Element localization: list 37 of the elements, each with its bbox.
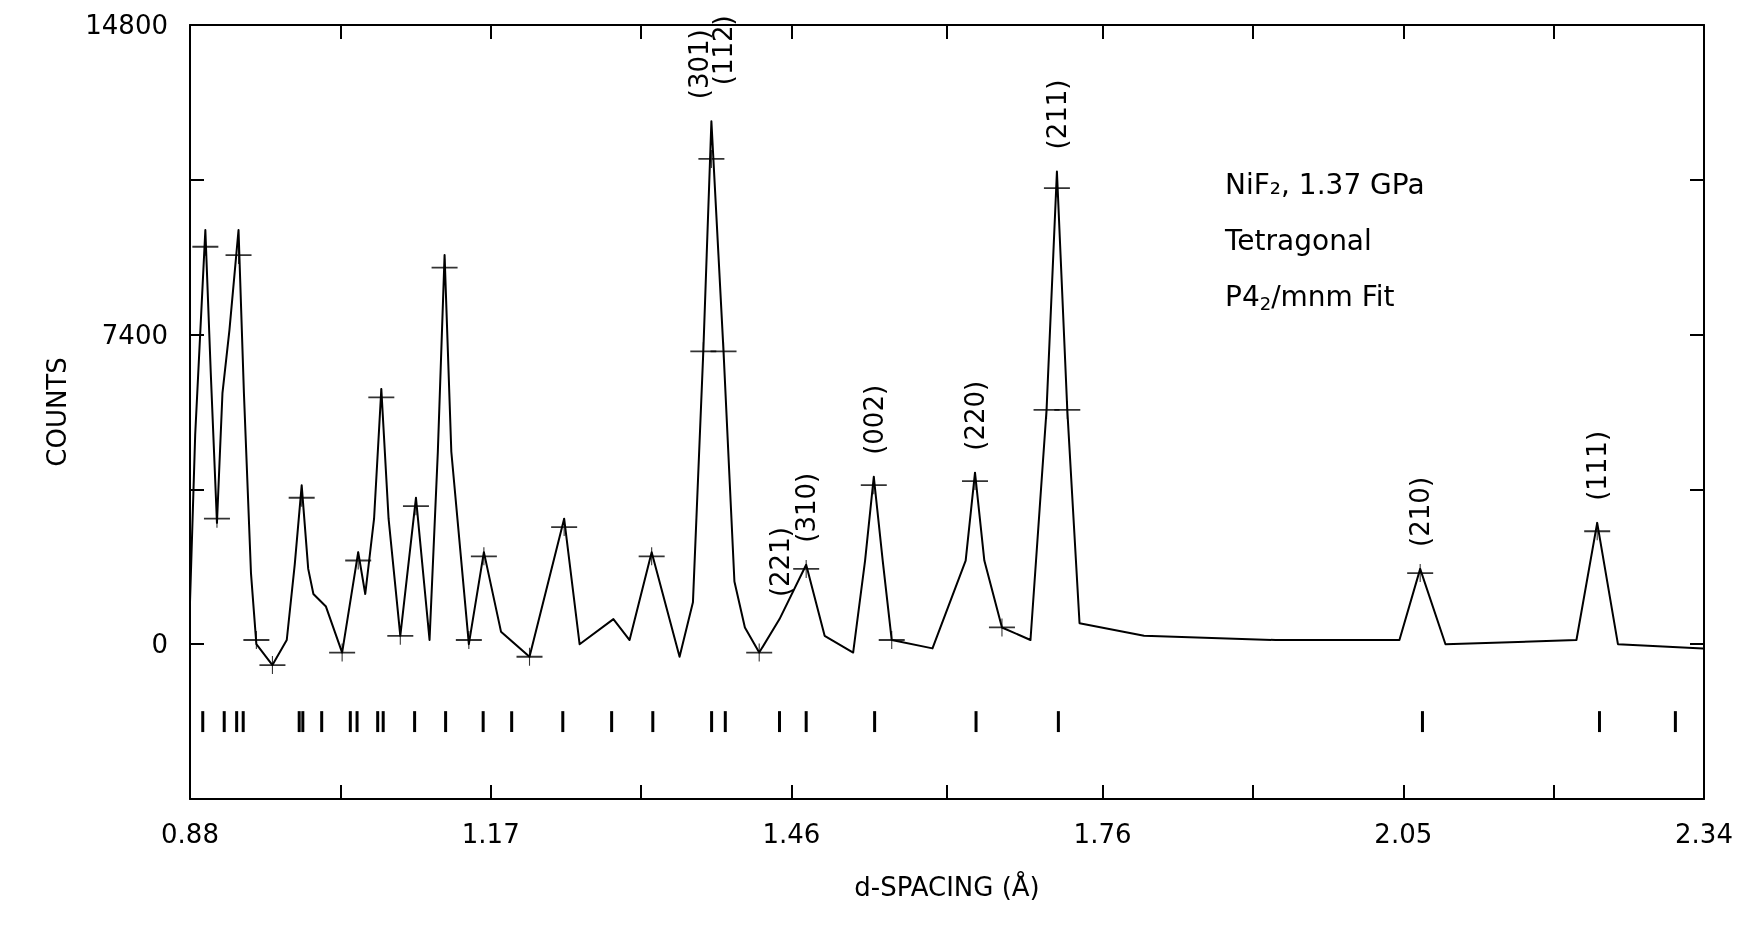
y-tick-label: 7400 xyxy=(101,319,168,350)
annotation: (211) xyxy=(1041,79,1072,150)
annotation: NiF₂, 1.37 GPa xyxy=(1225,167,1425,201)
point xyxy=(1584,522,1611,541)
x-tick-label: 2.05 xyxy=(1374,819,1433,849)
x-tick-label: 2.34 xyxy=(1675,819,1733,849)
annotation: (111) xyxy=(1582,430,1613,501)
x-axis-title: d-SPACING (Å) xyxy=(854,871,1040,902)
point xyxy=(1407,564,1434,583)
point xyxy=(860,476,887,495)
annotation: (210) xyxy=(1405,476,1436,547)
point xyxy=(225,246,252,265)
point xyxy=(698,149,725,168)
point xyxy=(962,472,988,491)
point xyxy=(1054,400,1081,419)
x-tick-label: 1.17 xyxy=(461,819,520,849)
x-tick-label: 1.46 xyxy=(762,819,821,849)
point xyxy=(551,518,578,537)
point xyxy=(878,631,905,650)
point xyxy=(455,631,482,650)
annotation: (002) xyxy=(858,384,889,455)
point xyxy=(259,656,286,675)
y-axis-title: COUNTS xyxy=(42,357,72,467)
point xyxy=(243,631,270,650)
point xyxy=(638,547,665,566)
point xyxy=(516,647,543,666)
annotation: Tetragonal xyxy=(1224,223,1372,257)
y-tick-label: 0 xyxy=(151,629,168,660)
point xyxy=(470,547,497,566)
x-tick-label: 1.76 xyxy=(1073,819,1132,849)
annotation: (220) xyxy=(960,380,990,451)
annotation: (221) xyxy=(764,527,795,598)
y-tick-label: 14800 xyxy=(85,10,168,40)
point xyxy=(402,497,429,516)
point xyxy=(793,559,820,578)
point xyxy=(988,618,1015,637)
x-tick-label: 0.88 xyxy=(161,819,219,849)
